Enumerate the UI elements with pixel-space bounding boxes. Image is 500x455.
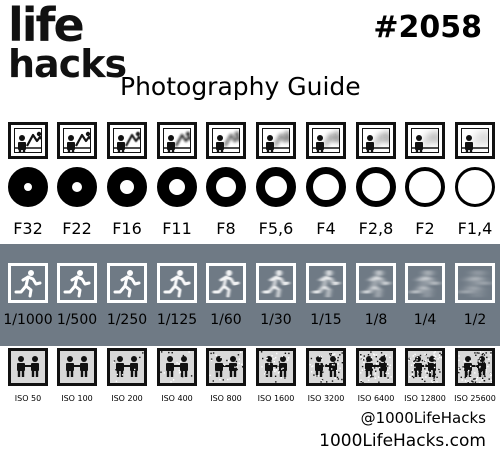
iso-photo-icon	[356, 348, 396, 386]
shutter-speed-label: 1/125	[156, 312, 198, 328]
iso-label: ISO 200	[111, 394, 143, 403]
aperture-photo-icon	[157, 122, 197, 159]
running-person-icon	[405, 263, 445, 303]
iso-photo-icon	[455, 348, 495, 386]
iso-label: ISO 800	[210, 394, 242, 403]
f-stop-label: F1,4	[457, 219, 493, 238]
f-stop-label: F11	[162, 219, 192, 238]
shutter-speed-label: 1/15	[310, 312, 342, 328]
running-person-icon	[157, 263, 197, 303]
aperture-photo-icon	[206, 122, 246, 159]
iso-label: ISO 1600	[257, 394, 295, 403]
footer-handle: @1000LifeHacks	[360, 409, 486, 427]
iso-label: ISO 12800	[404, 394, 446, 403]
shutter-speed-label: 1/1000	[3, 312, 53, 328]
running-person-icon	[57, 263, 97, 303]
shutter-speed-label: 1/500	[56, 312, 98, 328]
f-stop-label: F4	[316, 219, 336, 238]
iso-photo-icon	[57, 348, 97, 386]
shutter-speed-label: 1/4	[413, 312, 437, 328]
shutter-speed-label: 1/60	[210, 312, 242, 328]
footer-website: 1000LifeHacks.com	[319, 431, 486, 451]
f-stop-label: F16	[112, 219, 142, 238]
running-person-icon	[306, 263, 346, 303]
iso-photo-icon	[256, 348, 296, 386]
iso-photo-icon	[157, 348, 197, 386]
iso-photo-icon	[306, 348, 346, 386]
page-title: Photography Guide	[120, 72, 361, 101]
aperture-photo-icon	[306, 122, 346, 159]
iso-photo-icon	[206, 348, 246, 386]
aperture-photo-icon	[356, 122, 396, 159]
shutter-speed-band	[0, 244, 500, 346]
aperture-photo-icon	[8, 122, 48, 159]
running-person-icon	[8, 263, 48, 303]
iso-photo-icon	[107, 348, 147, 386]
running-person-icon	[206, 263, 246, 303]
iso-label: ISO 3200	[307, 394, 345, 403]
f-stop-label: F5,6	[258, 219, 294, 238]
running-person-icon	[455, 263, 495, 303]
hack-number: #2058	[373, 10, 482, 45]
shutter-speed-label: 1/250	[106, 312, 148, 328]
iso-label: ISO 100	[61, 394, 93, 403]
aperture-photo-icon	[107, 122, 147, 159]
f-stop-label: F22	[62, 219, 92, 238]
iso-label: ISO 6400	[357, 394, 395, 403]
logo-line-hacks: hacks	[8, 41, 127, 86]
shutter-speed-label: 1/30	[260, 312, 292, 328]
aperture-photo-icon	[256, 122, 296, 159]
running-person-icon	[107, 263, 147, 303]
running-person-icon	[256, 263, 296, 303]
iso-label: ISO 50	[14, 394, 42, 403]
logo: life hacks	[8, 0, 127, 86]
iso-label: ISO 400	[161, 394, 193, 403]
logo-line-life: life	[8, 0, 85, 52]
aperture-photo-icon	[405, 122, 445, 159]
f-stop-label: F2,8	[358, 219, 394, 238]
shutter-speed-label: 1/2	[463, 312, 487, 328]
shutter-speed-label: 1/8	[364, 312, 388, 328]
aperture-photo-icon	[57, 122, 97, 159]
f-stop-label: F32	[13, 219, 43, 238]
aperture-photo-icon	[455, 122, 495, 159]
iso-photo-icon	[405, 348, 445, 386]
running-person-icon	[356, 263, 396, 303]
iso-label: ISO 25600	[454, 394, 496, 403]
iso-photo-icon	[8, 348, 48, 386]
f-stop-label: F8	[216, 219, 236, 238]
f-stop-label: F2	[415, 219, 435, 238]
